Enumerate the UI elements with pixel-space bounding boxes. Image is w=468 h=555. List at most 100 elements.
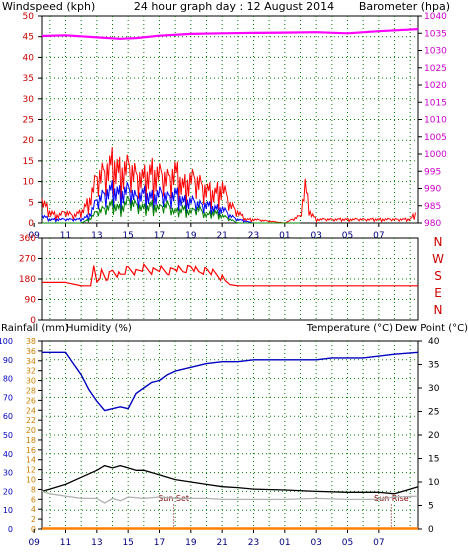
- temperature-ticks: 0 5 10 15 20 25 30 35 40: [418, 337, 440, 535]
- x-tick-label: 07: [373, 231, 384, 241]
- temperature-axis-title: Temperature (°C): [306, 323, 393, 334]
- x-tick-label: 21: [216, 538, 227, 548]
- humidity-ticks: 0 10 20 30 40 50 60 70 80 90 100: [0, 337, 13, 534]
- windspeed-tick-label: 45: [23, 33, 34, 43]
- windspeed-tick-label: 0: [28, 219, 34, 229]
- windspeed-tick-label: 25: [23, 116, 34, 126]
- rainfall-tick-label: 10: [26, 476, 36, 485]
- rainfall-tick-label: 30: [26, 377, 36, 386]
- windspeed-tick-label: 40: [23, 53, 35, 63]
- dewpoint-axis-title: Dew Point (°C): [395, 323, 468, 334]
- humidity-temperature-panel: Rainfall (mm) Humidity (%) Temperature (…: [0, 323, 468, 548]
- dew-point-line: [41, 490, 419, 504]
- x-tick-label: 17: [154, 231, 165, 241]
- compass-label: E: [434, 286, 442, 300]
- temperature-tick-label: 30: [428, 384, 440, 394]
- barometer-line: [41, 28, 419, 40]
- wind-series: [41, 28, 419, 224]
- rainfall-tick-label: 20: [26, 426, 36, 435]
- rainfall-tick-label: 22: [26, 416, 36, 425]
- rainfall-tick-label: 8: [31, 485, 36, 494]
- x-tick-label: 19: [185, 231, 197, 241]
- barometer-tick-label: 990: [424, 185, 441, 195]
- wind-x-ticks: 11 13 15 17 19 21 23 01 03 05 07 09: [28, 223, 385, 241]
- compass-label: N: [434, 303, 443, 317]
- wind-barometer-panel: Windspeed (kph) 24 hour graph day : 12 A…: [2, 0, 450, 241]
- barometer-tick-label: 1025: [424, 64, 447, 74]
- x-tick-label: 23: [248, 231, 259, 241]
- barometer-tick-label: 1005: [424, 133, 447, 143]
- temperature-tick-label: 10: [428, 478, 440, 488]
- x-tick-label: 21: [216, 231, 227, 241]
- x-tick-label: 09: [28, 538, 40, 548]
- rainfall-tick-label: 36: [26, 347, 36, 356]
- rainfall-tick-label: 16: [26, 446, 36, 455]
- humidity-tick-label: 60: [3, 412, 13, 421]
- direction-grid: [42, 238, 418, 320]
- temperature-tick-label: 15: [428, 455, 439, 465]
- windspeed-tick-label: 30: [23, 95, 35, 105]
- windspeed-tick-label: 10: [23, 178, 35, 188]
- x-tick-label: 01: [279, 231, 290, 241]
- x-tick-label: 11: [60, 231, 71, 241]
- barometer-tick-label: 1040: [424, 12, 447, 22]
- barometer-tick-label: 985: [424, 202, 441, 212]
- humidity-line: [42, 351, 419, 412]
- x-tick-label: 03: [310, 538, 321, 548]
- rainfall-tick-label: 6: [31, 495, 36, 504]
- windspeed-tick-label: 35: [23, 74, 34, 84]
- humidity-tick-label: 90: [3, 356, 13, 365]
- direction-tick-label: 180: [19, 275, 36, 285]
- barometer-axis-title: Barometer (hpa): [359, 0, 450, 13]
- x-tick-label: 03: [310, 231, 321, 241]
- min_wind-line: [42, 195, 301, 224]
- min-wind-spikes: [42, 195, 301, 224]
- compass-label: N: [434, 235, 443, 249]
- rainfall-tick-label: 24: [26, 406, 36, 415]
- rainfall-tick-label: 12: [26, 466, 36, 475]
- x-tick-label: 01: [279, 538, 290, 548]
- humidity-tick-label: 80: [3, 375, 13, 384]
- direction-tick-label: 0: [30, 316, 36, 326]
- rainfall-tick-label: 32: [26, 367, 36, 376]
- temperature-tick-label: 35: [428, 361, 439, 371]
- barometer-tick-label: 1015: [424, 98, 447, 108]
- humidity-tick-label: 70: [3, 393, 13, 402]
- x-tick-label: 15: [122, 538, 133, 548]
- humidity-tick-label: 30: [3, 469, 13, 478]
- rainfall-tick-label: 18: [26, 436, 36, 445]
- rainfall-tick-label: 0: [31, 525, 36, 534]
- compass-label: S: [434, 269, 442, 283]
- temperature-tick-label: 0: [428, 525, 434, 535]
- barometer-tick-label: 1000: [424, 150, 447, 160]
- x-tick-label: 09: [28, 231, 40, 241]
- gust-spikes: [41, 147, 416, 224]
- humidity-series: [41, 351, 419, 530]
- humidity-tick-label: 0: [8, 525, 13, 534]
- humidity-tick-label: 20: [3, 487, 13, 496]
- temperature-tick-label: 5: [428, 502, 434, 512]
- wind-direction-line: [42, 262, 418, 287]
- rainfall-tick-label: 26: [26, 396, 36, 405]
- x-tick-label: 13: [91, 538, 102, 548]
- rainfall-tick-label: 14: [26, 456, 36, 465]
- rainfall-tick-label: 4: [31, 505, 36, 514]
- x-tick-label: 19: [185, 538, 197, 548]
- direction-tick-label: 270: [19, 255, 36, 265]
- barometer-tick-label: 995: [424, 167, 441, 177]
- temperature-tick-label: 20: [428, 431, 440, 441]
- humidity-tick-label: 50: [3, 431, 13, 440]
- windspeed-tick-label: 5: [28, 198, 34, 208]
- rainfall-axis-title: Rainfall (mm): [1, 323, 69, 334]
- windspeed-tick-label: 15: [23, 157, 34, 167]
- windspeed-ticks: 0 5 10 15 20 25 30 35 40 45 50: [23, 12, 42, 229]
- rainfall-tick-label: 34: [26, 357, 36, 366]
- temperature-tick-label: 40: [428, 337, 440, 347]
- gust-line: [41, 147, 416, 224]
- humidity-tick-label: 40: [3, 450, 13, 459]
- rainfall-tick-label: 28: [26, 386, 36, 395]
